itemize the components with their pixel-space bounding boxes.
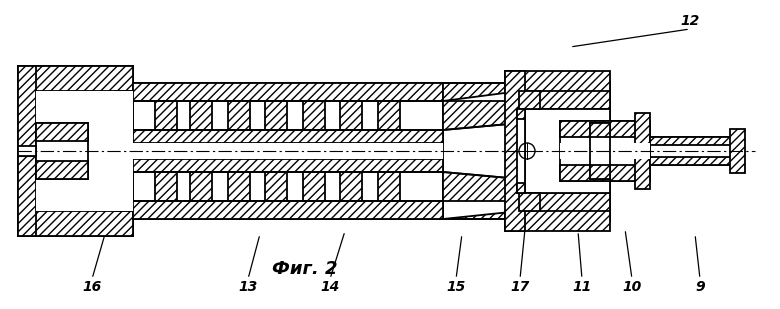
Bar (133, 143, 443, 159)
Bar (560, 121, 650, 137)
Bar (525, 109, 610, 193)
Bar (18, 66, 36, 236)
Bar (18, 66, 133, 91)
Bar (155, 172, 177, 201)
Bar (590, 123, 610, 137)
Bar (133, 83, 443, 219)
Bar (155, 101, 177, 130)
Text: 13: 13 (239, 280, 257, 294)
Bar (519, 91, 540, 109)
Text: Фиг. 2: Фиг. 2 (272, 260, 338, 278)
Polygon shape (443, 83, 520, 101)
Bar (505, 211, 610, 231)
Bar (650, 137, 740, 165)
Bar (18, 66, 133, 236)
Bar (265, 101, 287, 130)
Bar (520, 193, 610, 221)
Text: 16: 16 (83, 280, 101, 294)
Text: 14: 14 (321, 280, 339, 294)
Bar (590, 165, 610, 179)
Bar (228, 101, 250, 130)
Bar (378, 101, 400, 130)
Bar (650, 137, 740, 145)
Bar (133, 159, 443, 172)
Bar (133, 130, 443, 143)
Text: 15: 15 (446, 280, 466, 294)
Bar (133, 83, 443, 101)
Bar (228, 172, 250, 201)
Bar (517, 109, 525, 193)
Polygon shape (443, 172, 520, 201)
Bar (115, 91, 133, 211)
Bar (133, 201, 443, 219)
Bar (560, 121, 650, 181)
Bar (730, 129, 745, 173)
Bar (36, 91, 133, 211)
Bar (517, 183, 525, 193)
Polygon shape (443, 101, 520, 130)
Bar (635, 113, 650, 189)
Bar (560, 165, 650, 181)
Bar (18, 146, 40, 156)
Bar (520, 81, 610, 221)
Bar (517, 109, 525, 119)
Bar (650, 157, 740, 165)
Bar (303, 101, 325, 130)
Bar (505, 71, 610, 91)
Bar (560, 143, 650, 159)
Bar (18, 211, 133, 236)
Bar (265, 172, 287, 201)
Bar (190, 101, 212, 130)
Bar (520, 81, 610, 109)
Text: 10: 10 (622, 280, 642, 294)
Bar (303, 172, 325, 201)
Text: 11: 11 (573, 280, 591, 294)
Bar (519, 193, 540, 211)
Text: 9: 9 (695, 280, 705, 294)
Bar (18, 146, 36, 156)
Bar (378, 172, 400, 201)
Bar (36, 123, 88, 141)
Bar (36, 123, 88, 179)
Text: 12: 12 (680, 14, 700, 28)
Bar (590, 123, 610, 179)
Bar (190, 172, 212, 201)
Bar (505, 71, 525, 231)
Bar (36, 161, 88, 179)
Text: 17: 17 (510, 280, 530, 294)
Bar (340, 101, 362, 130)
Polygon shape (443, 211, 520, 219)
Bar (340, 172, 362, 201)
